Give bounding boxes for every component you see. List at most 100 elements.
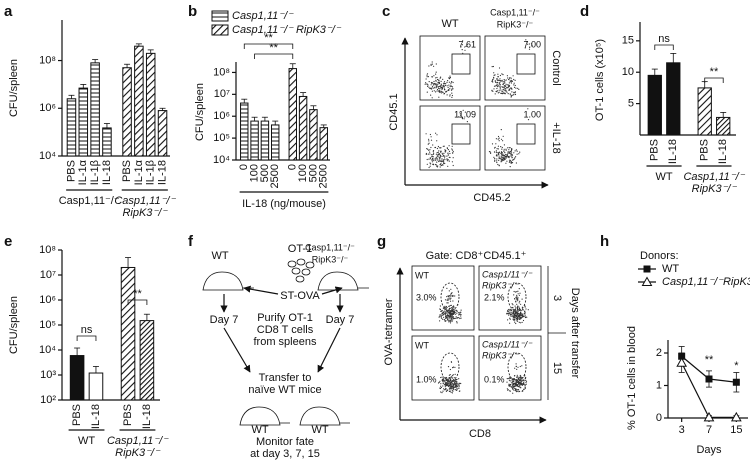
flow-event [462, 52, 464, 55]
flow-event [512, 392, 514, 394]
y-tick-label: 1 [656, 379, 662, 391]
flow-event [436, 88, 439, 91]
flow-event [438, 160, 440, 163]
flow-event [512, 381, 514, 383]
flow-event [439, 320, 441, 322]
flow-event [524, 306, 526, 308]
flow-event [512, 94, 514, 96]
flow-event [512, 387, 515, 389]
flow-event [431, 154, 433, 156]
flow-event [439, 315, 441, 317]
flow-event [429, 157, 431, 159]
bar [66, 98, 77, 157]
flow-event [495, 81, 497, 83]
flow-event [518, 381, 521, 384]
flow-event [447, 316, 449, 318]
flow-event [512, 385, 514, 387]
flow-event [509, 318, 511, 320]
donor-label: RipK3⁻/⁻ [312, 254, 349, 264]
day-label: Day 7 [210, 314, 239, 326]
flow-event [427, 143, 429, 145]
flow-event [452, 81, 454, 84]
flow-event [510, 96, 512, 98]
flow-event [494, 80, 496, 82]
x-tick-label: 100 [248, 164, 260, 182]
flow-event [428, 166, 430, 169]
flow-event [444, 149, 446, 151]
flow-event [455, 389, 457, 391]
flow-event [507, 319, 509, 321]
flow-event [439, 166, 441, 168]
significance-bracket [654, 44, 674, 50]
flow-event [515, 149, 518, 151]
flow-event [461, 44, 463, 46]
day-label: 3 [551, 295, 563, 301]
marker [643, 265, 651, 273]
flow-event [497, 135, 500, 138]
flow-event [502, 86, 504, 88]
flow-event [440, 151, 442, 153]
flow-event [496, 90, 498, 92]
flow-event [448, 78, 451, 80]
flow-event [452, 157, 454, 159]
flow-event [430, 163, 432, 165]
flow-event [509, 88, 511, 90]
flow-event [455, 382, 458, 384]
flow-event [449, 312, 451, 314]
flow-event [453, 311, 455, 313]
flow-event [501, 148, 503, 150]
flow-event [440, 160, 442, 162]
flow-event [430, 63, 432, 65]
flow-event [449, 86, 451, 88]
flow-event [505, 155, 507, 158]
flow-event [446, 85, 448, 87]
flow-event [517, 315, 519, 317]
flow-event [438, 86, 440, 88]
flow-event [508, 377, 510, 380]
marker [703, 411, 715, 422]
flow-event [441, 310, 443, 312]
flow-event [509, 317, 511, 319]
flow-event [428, 140, 430, 142]
flow-event [457, 304, 459, 306]
flow-event [446, 383, 449, 385]
row-label: +IL-18 [550, 122, 562, 154]
flow-event [496, 161, 498, 164]
flow-event [448, 84, 450, 86]
day-label: Day 7 [326, 314, 355, 326]
flow-event [451, 374, 453, 376]
flow-plot [419, 105, 481, 171]
flow-event [510, 312, 512, 314]
column-label: Casp1,11⁻/⁻ [490, 7, 540, 17]
flow-event [426, 83, 428, 85]
flow-event [496, 84, 498, 86]
flow-event [499, 84, 501, 86]
y-tick-label: 10 [622, 66, 634, 78]
flow-event [498, 157, 500, 159]
flow-event [440, 317, 443, 319]
flow-event [505, 88, 507, 90]
flow-event [509, 312, 511, 314]
flow-event [463, 118, 465, 120]
flow-event [498, 151, 500, 153]
flow-event [438, 147, 440, 149]
flow-event [460, 314, 462, 316]
flow-event [439, 91, 441, 93]
y-tick-label: 0 [656, 412, 662, 424]
flow-event [459, 313, 461, 315]
flow-event [432, 150, 435, 152]
flow-event [451, 309, 454, 312]
flow-event [448, 316, 450, 318]
y-axis-label: CFU/spleen [8, 59, 20, 117]
significance-label: ** [710, 66, 719, 78]
flow-event [512, 304, 514, 306]
flow-event [496, 158, 498, 160]
flow-event [496, 81, 498, 83]
flow-event [443, 318, 445, 321]
flow-event [508, 85, 510, 87]
flow-event [515, 310, 517, 312]
flow-event [493, 72, 495, 74]
flow-event [455, 378, 457, 381]
flow-event [525, 39, 527, 41]
flow-event [431, 90, 433, 92]
